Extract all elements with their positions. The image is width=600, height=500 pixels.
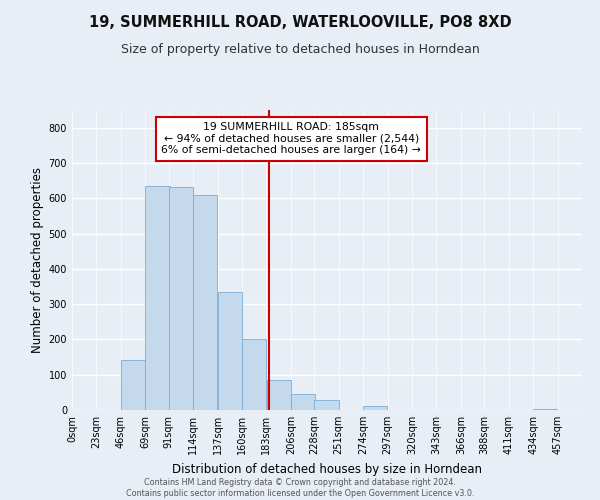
Bar (533, 409, 557, 410)
Y-axis label: Number of detached properties: Number of detached properties (31, 167, 44, 353)
Bar (169, 186, 193, 410)
Text: Contains HM Land Registry data © Crown copyright and database right 2024.
Contai: Contains HM Land Registry data © Crown c… (126, 478, 474, 498)
Text: Size of property relative to detached houses in Horndean: Size of property relative to detached ho… (121, 42, 479, 56)
Text: 19, SUMMERHILL ROAD, WATERLOOVILLE, PO8 8XD: 19, SUMMERHILL ROAD, WATERLOOVILLE, PO8 … (89, 15, 511, 30)
Bar (218, 292, 242, 410)
Bar (363, 406, 388, 410)
Bar (145, 186, 170, 410)
Bar (242, 339, 266, 410)
Bar (193, 195, 217, 410)
Bar (121, 360, 145, 410)
Bar (291, 394, 315, 410)
Text: 19 SUMMERHILL ROAD: 185sqm
← 94% of detached houses are smaller (2,544)
6% of se: 19 SUMMERHILL ROAD: 185sqm ← 94% of deta… (161, 122, 421, 155)
X-axis label: Distribution of detached houses by size in Horndean: Distribution of detached houses by size … (172, 462, 482, 475)
Bar (266, 380, 291, 410)
Bar (314, 400, 338, 410)
